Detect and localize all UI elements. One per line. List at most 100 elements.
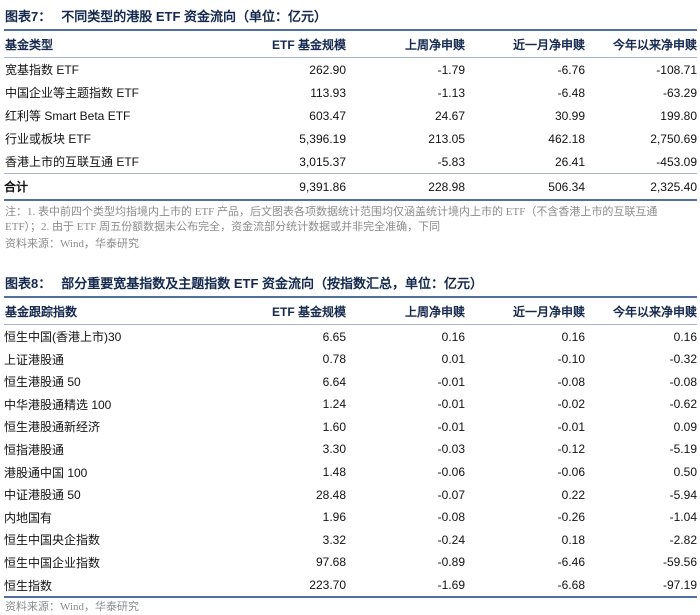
figure-7-title-text: 不同类型的港股 ETF 资金流向（单位：亿元） [61, 9, 328, 24]
column-header-etf-aum: ETF 基金规模 [272, 305, 346, 319]
figure-7-title-label: 图表7： [5, 9, 52, 24]
cell-value: -59.56 [662, 555, 697, 570]
table-row: 恒生中国企业指数 97.68 -0.89 -6.46 -59.56 [4, 551, 697, 574]
cell-value: -0.06 [437, 465, 465, 480]
table-body: 宽基指数 ETF 262.90 -1.79 -6.76 -108.71 中国企业等主题指数… [4, 58, 697, 174]
cell-value: 0.78 [322, 352, 346, 367]
figure-7-source: 资料来源：Wind，华泰研究 [5, 238, 139, 250]
row-label: 内地国有 [4, 510, 53, 525]
cell-value: -0.03 [437, 442, 465, 457]
figure-8-title-label: 图表8： [5, 276, 52, 291]
cell-value: 26.41 [554, 154, 585, 169]
cell-value: -0.24 [437, 532, 465, 547]
row-label: 恒生中国(香港上市)30 [4, 330, 122, 344]
cell-value: 1.96 [322, 510, 346, 525]
cell-value: 199.80 [660, 108, 697, 123]
cell-value: -0.01 [437, 374, 465, 389]
table-row: 港股通中国 100 1.48 -0.06 -0.06 0.50 [4, 461, 697, 484]
table-header-row: 基金类型 ETF 基金规模 上周净申赎 近一月净申赎 今年以来净申赎 [4, 31, 697, 58]
cell-value: -0.07 [437, 487, 465, 502]
cell-value: -5.94 [669, 487, 697, 502]
cell-value: 0.18 [561, 532, 585, 547]
cell-value: -6.68 [557, 578, 585, 593]
figure-8-title: 图表8： 部分重要宽基指数及主题指数 ETF 资金流向（按指数汇总，单位：亿元） [4, 271, 697, 298]
cell-value: -0.62 [669, 397, 697, 412]
row-label: 恒生港股通 50 [4, 375, 81, 390]
cell-value: 3.32 [322, 532, 346, 547]
cell-value: -0.08 [557, 374, 585, 389]
cell-value: 1.48 [322, 465, 346, 480]
figure-7: 图表7： 不同类型的港股 ETF 资金流向（单位：亿元） 基金类型 ETF 基金… [4, 4, 697, 252]
cell-value: 262.90 [309, 62, 346, 77]
cell-value: -0.01 [557, 419, 585, 434]
table-row: 恒生中国(香港上市)30 6.65 0.16 0.16 0.16 [4, 325, 697, 348]
table-row: 红利等 Smart Beta ETF 603.47 24.67 30.99 199.80 [4, 104, 697, 127]
cell-value: -5.83 [437, 154, 465, 169]
cell-value: -97.19 [662, 578, 697, 593]
column-header-etf-aum: ETF 基金规模 [272, 38, 346, 52]
cell-value: -2.82 [669, 532, 697, 547]
cell-value: -1.69 [437, 578, 465, 593]
cell-value: 6.65 [322, 329, 346, 344]
cell-value: 0.16 [441, 329, 465, 344]
row-label: 中证港股通 50 [4, 488, 81, 503]
row-label: 宽基指数 ETF [5, 63, 79, 77]
cell-value: 0.01 [441, 352, 465, 367]
total-lastweek-flow: 228.98 [346, 173, 465, 201]
total-etf-aum: 9,391.86 [252, 173, 346, 201]
figure-8-title-text: 部分重要宽基指数及主题指数 ETF 资金流向（按指数汇总，单位：亿元） [61, 276, 484, 291]
figure-8: 图表8： 部分重要宽基指数及主题指数 ETF 资金流向（按指数汇总，单位：亿元）… [4, 271, 697, 615]
cell-value: -108.71 [656, 62, 697, 77]
table-row: 恒指港股通 3.30 -0.03 -0.12 -5.19 [4, 438, 697, 461]
column-header-lastweek-flow: 上周净申赎 [404, 305, 465, 319]
row-label: 恒生中国企业指数 [4, 555, 101, 570]
table-row: 行业或板块 ETF 5,396.19 213.05 462.18 2,750.69 [4, 127, 697, 150]
cell-value: 24.67 [434, 108, 465, 123]
cell-value: 97.68 [315, 555, 346, 570]
total-month-flow: 506.34 [465, 173, 585, 201]
cell-value: -0.02 [557, 397, 585, 412]
row-label: 恒生中国央企指数 [4, 533, 101, 548]
cell-value: -6.76 [557, 62, 585, 77]
row-label: 红利等 Smart Beta ETF [5, 109, 131, 123]
column-header-fund-type: 基金类型 [5, 38, 54, 52]
table-header-row: 基金跟踪指数 ETF 基金规模 上周净申赎 近一月净申赎 今年以来净申赎 [4, 298, 697, 325]
cell-value: 603.47 [309, 108, 346, 123]
row-label: 恒生港股通新经济 [4, 420, 101, 435]
cell-value: 3.30 [322, 442, 346, 457]
row-label: 香港上市的互联互通 ETF [5, 155, 139, 169]
row-label: 恒指港股通 [4, 442, 65, 457]
cell-value: 462.18 [548, 131, 585, 146]
row-label: 恒生指数 [4, 578, 53, 593]
table-row: 中证港股通 50 28.48 -0.07 0.22 -5.94 [4, 483, 697, 506]
table-row: 香港上市的互联互通 ETF 3,015.37 -5.83 26.41 -453.09 [4, 150, 697, 174]
cell-value: 1.24 [322, 397, 346, 412]
cell-value: 3,015.37 [299, 154, 346, 169]
cell-value: -0.08 [669, 374, 697, 389]
cell-value: -0.01 [437, 419, 465, 434]
column-header-ytd-flow: 今年以来净申赎 [612, 38, 697, 52]
cell-value: 0.22 [561, 487, 585, 502]
total-label: 合计 [4, 173, 252, 201]
cell-value: 1.60 [322, 419, 346, 434]
cell-value: 0.09 [673, 419, 697, 434]
table-row: 恒生中国央企指数 3.32 -0.24 0.18 -2.82 [4, 528, 697, 551]
cell-value: 0.16 [561, 329, 585, 344]
cell-value: 6.64 [322, 374, 346, 389]
column-header-tracking-index: 基金跟踪指数 [5, 305, 78, 319]
cell-value: -1.13 [437, 85, 465, 100]
cell-value: 223.70 [309, 578, 346, 593]
cell-value: 0.50 [673, 465, 697, 480]
cell-value: 2,750.69 [650, 131, 697, 146]
cell-value: -0.12 [557, 442, 585, 457]
cell-value: -0.06 [557, 465, 585, 480]
cell-value: -1.79 [437, 62, 465, 77]
row-label: 中华港股通精选 100 [4, 397, 112, 412]
table-row: 上证港股通 0.78 0.01 -0.10 -0.32 [4, 348, 697, 371]
cell-value: 30.99 [554, 108, 585, 123]
cell-value: 28.48 [315, 487, 346, 502]
cell-value: -6.46 [557, 555, 585, 570]
table-row: 宽基指数 ETF 262.90 -1.79 -6.76 -108.71 [4, 58, 697, 82]
table-row: 中国企业等主题指数 ETF 113.93 -1.13 -6.48 -63.29 [4, 81, 697, 104]
